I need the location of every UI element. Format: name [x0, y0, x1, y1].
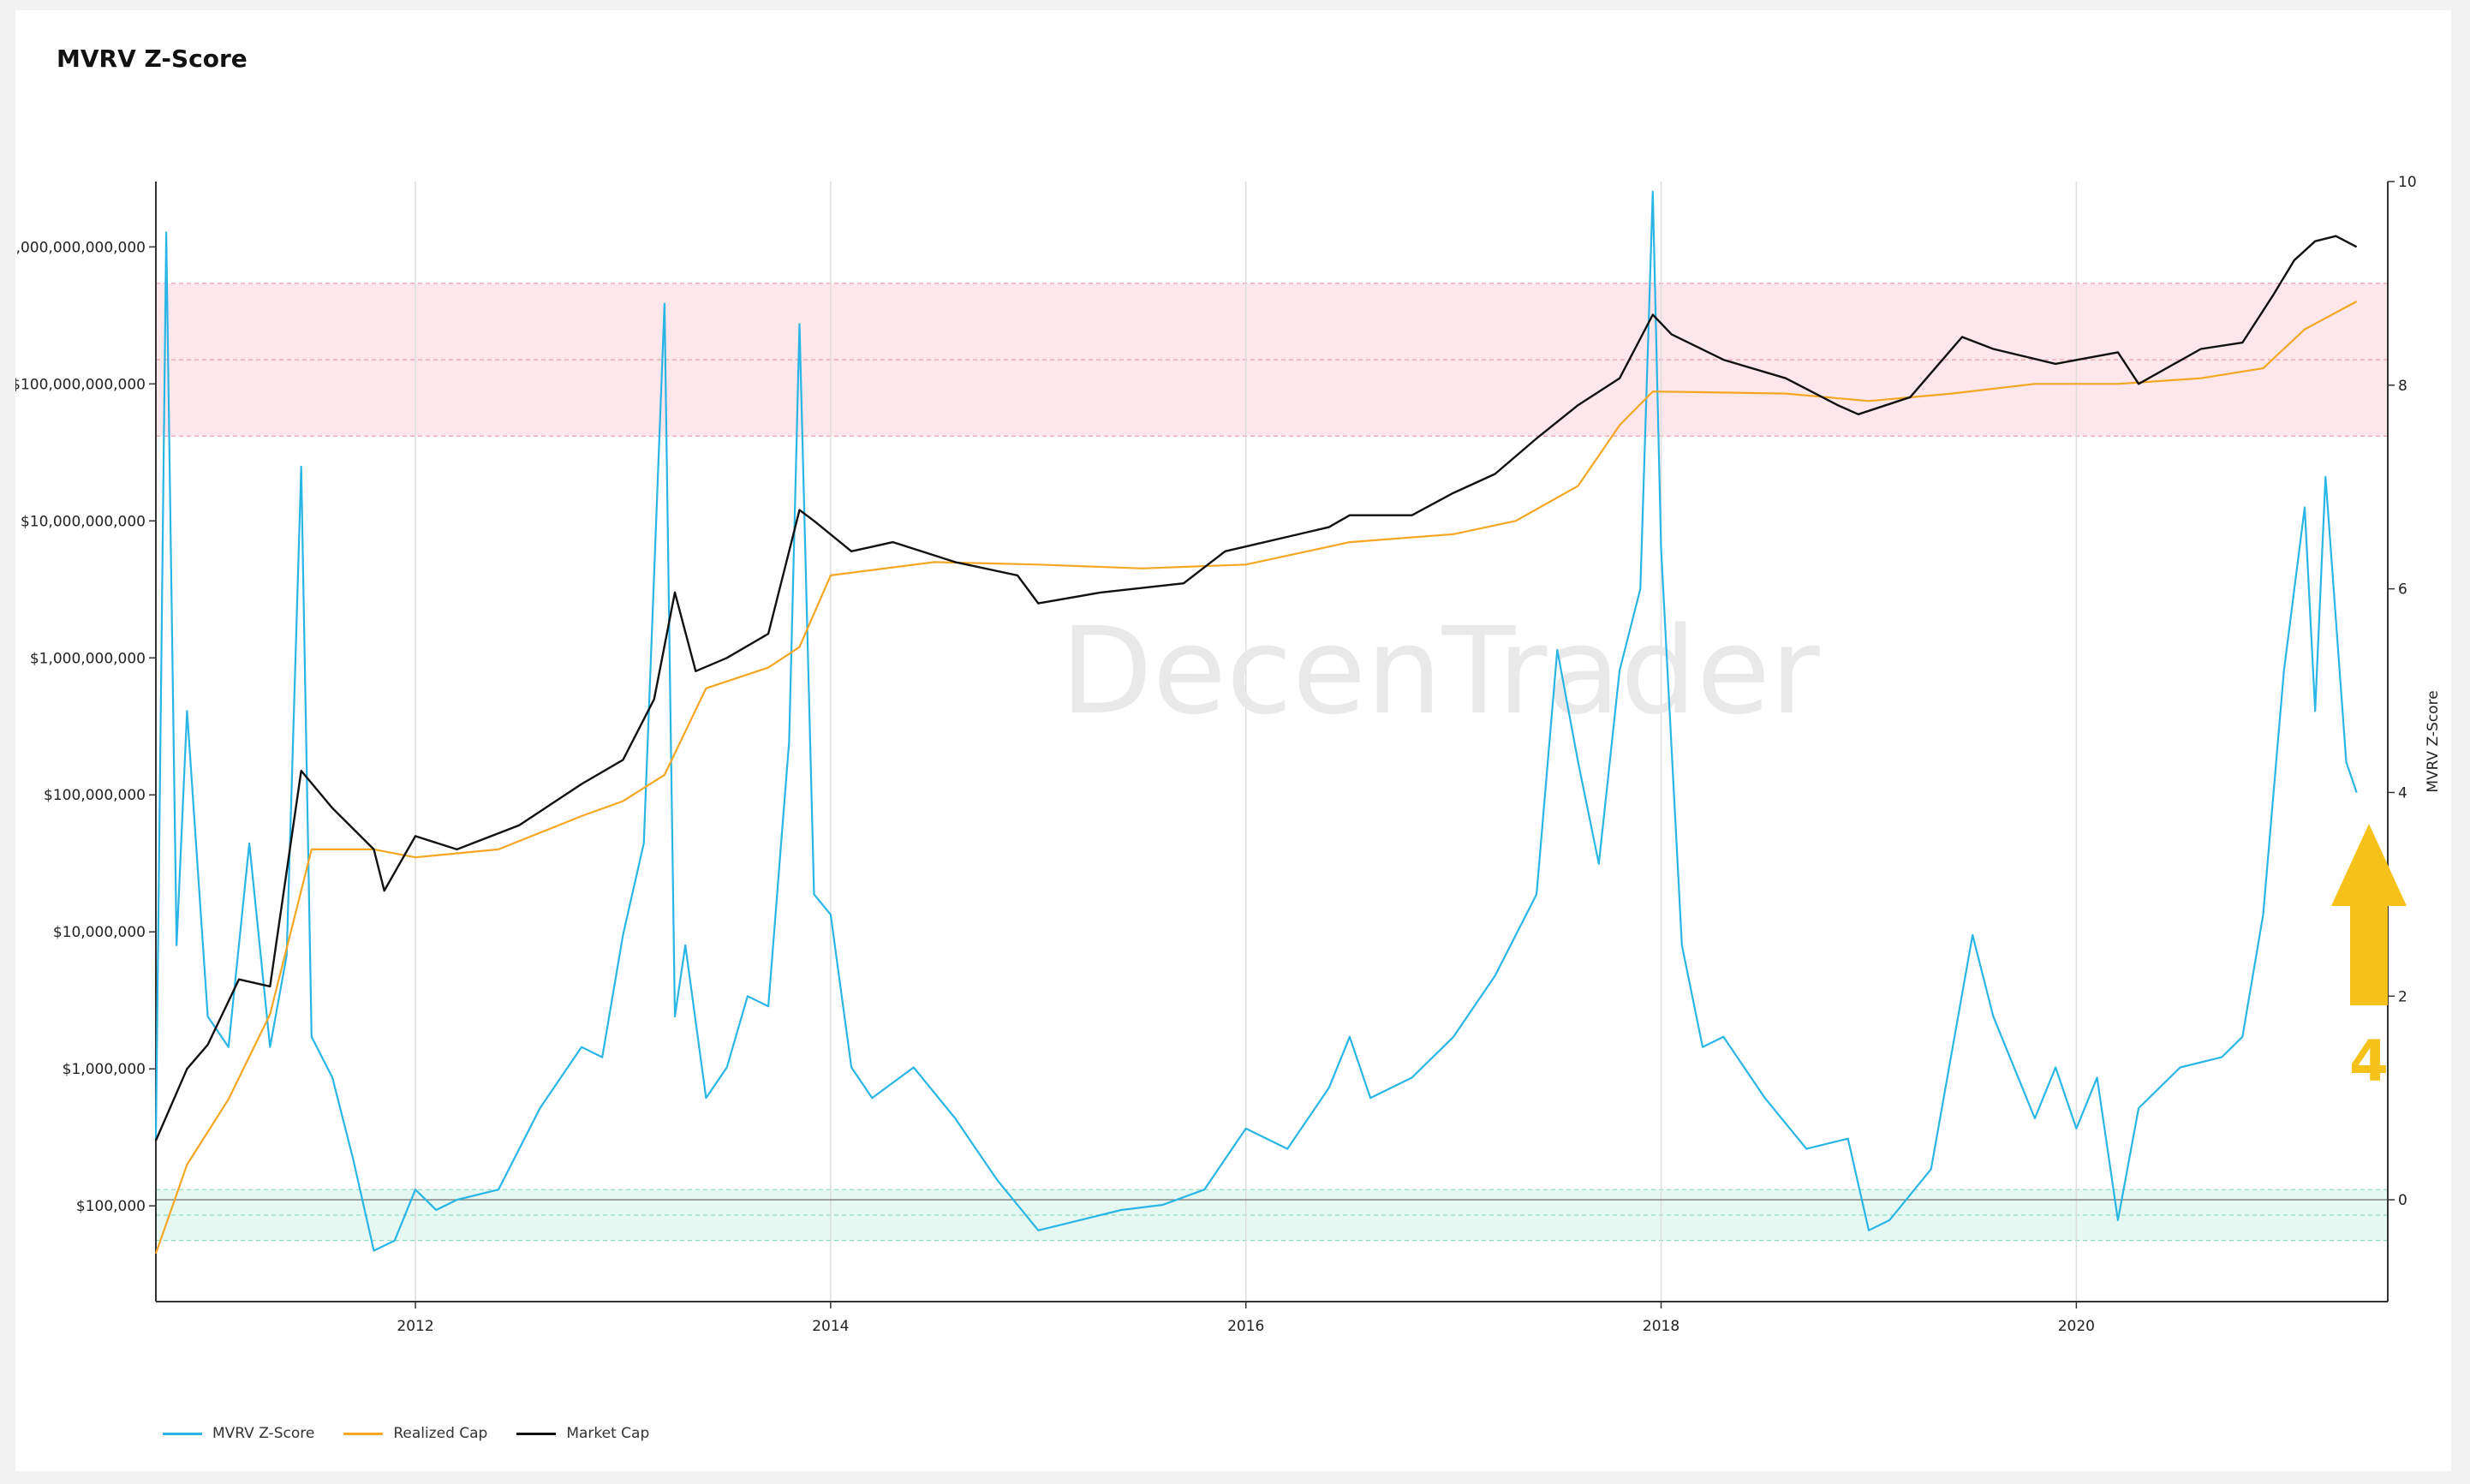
x-tick-label: 2014	[812, 1318, 849, 1335]
series-market-cap	[154, 235, 2358, 1141]
legend-label-mvrv: MVRV Z-Score	[212, 1425, 315, 1442]
legend: MVRV Z-Score Realized Cap Market Cap	[163, 1425, 649, 1442]
y-left-tick-label: $100,000,000	[44, 787, 146, 804]
annotation-arrow	[2331, 824, 2407, 1005]
band-layer	[156, 283, 2388, 1242]
y-left-tick-label: $100,000	[76, 1198, 146, 1215]
legend-swatch-market-cap	[516, 1432, 557, 1435]
x-tick-label: 2018	[1643, 1318, 1679, 1335]
series-layer	[154, 190, 2358, 1255]
x-tick-label: 2012	[397, 1318, 433, 1335]
y-right-tick-label: 10	[2398, 174, 2417, 191]
mvrv-zscore-chart: DecenTrader 2012 2014 2016 2018 2020 $100,000…	[15, 174, 2442, 1335]
x-tick-label: 2020	[2058, 1318, 2095, 1335]
y-left-tick-label: $1,000,000,000,000	[15, 239, 146, 256]
legend-swatch-mvrv	[163, 1432, 202, 1435]
chart-card: MVRV Z-Score DecenTrader 2012 2014 2016 201…	[15, 10, 2451, 1471]
y-left-tick-label: $1,000,000,000	[30, 650, 146, 667]
y-right-tick-label: 4	[2398, 784, 2407, 802]
series-mvrv-zscore	[154, 190, 2358, 1252]
legend-label-market-cap: Market Cap	[566, 1425, 650, 1442]
axes-layer: 2012 2014 2016 2018 2020 $100,000 $1,000,000 $1…	[15, 174, 2442, 1335]
watermark: DecenTrader	[1060, 602, 1820, 742]
y-right-tick-label: 2	[2398, 988, 2407, 1005]
annotation-layer: 4	[2331, 824, 2407, 1094]
chart-title: MVRV Z-Score	[57, 45, 248, 73]
grid-layer	[156, 182, 2388, 1302]
legend-swatch-realized-cap	[343, 1432, 384, 1435]
y-right-axis-label: MVRV Z-Score	[2425, 690, 2442, 792]
x-tick-label: 2016	[1227, 1318, 1264, 1335]
annotation-label: 4	[2349, 1028, 2389, 1094]
y-right-tick-label: 0	[2398, 1192, 2407, 1209]
series-realized-cap	[154, 301, 2358, 1255]
legend-label-realized-cap: Realized Cap	[393, 1425, 488, 1442]
y-left-tick-label: $10,000,000,000	[21, 513, 146, 530]
legend-item-mvrv[interactable]: MVRV Z-Score	[163, 1425, 314, 1442]
y-left-tick-label: $100,000,000,000	[15, 376, 146, 393]
y-left-tick-label: $10,000,000	[53, 924, 146, 941]
y-right-tick-label: 8	[2398, 378, 2407, 395]
legend-item-realized-cap[interactable]: Realized Cap	[343, 1425, 487, 1442]
y-left-tick-label: $1,000,000	[63, 1061, 146, 1078]
legend-item-market-cap[interactable]: Market Cap	[516, 1425, 649, 1442]
y-right-tick-label: 6	[2398, 581, 2407, 599]
